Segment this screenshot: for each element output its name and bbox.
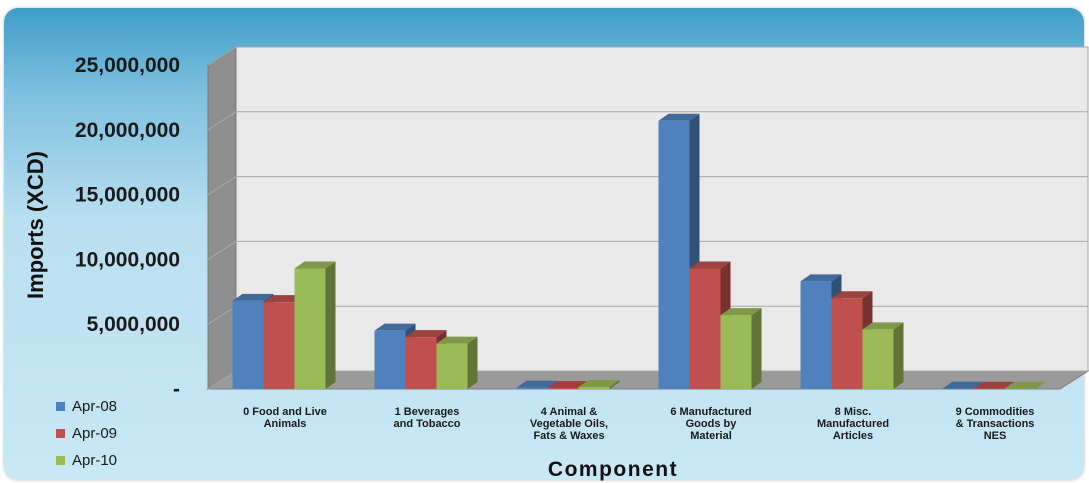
bar-top [547, 380, 589, 388]
legend-swatch [56, 429, 65, 438]
x-tick-line: Fats & Waxes [533, 430, 604, 442]
x-tick-label: 6 Manufactured Goods by Material [670, 406, 751, 442]
x-tick-line: Material [690, 430, 732, 442]
x-tick-line: 8 Misc. [835, 406, 872, 418]
bar-front [405, 337, 437, 389]
gridline [207, 46, 1088, 66]
legend-item: Apr-10 [56, 452, 117, 469]
bar [436, 336, 478, 389]
x-tick-line: NES [984, 430, 1007, 442]
legend-item: Apr-08 [56, 398, 117, 415]
bar [862, 322, 904, 389]
x-tick-line: 0 Food and Live [243, 406, 327, 418]
bar [689, 261, 731, 389]
x-tick-line: 6 Manufactured [670, 406, 751, 418]
x-tick-line: and Tobacco [393, 418, 460, 430]
y-tick-label: 5,000,000 [87, 313, 180, 336]
x-tick-line: Manufactured [817, 418, 889, 430]
bar-side [893, 322, 904, 389]
bar [658, 113, 700, 389]
bar-top [294, 261, 336, 269]
bar [294, 261, 336, 389]
x-tick-line: Articles [833, 430, 873, 442]
bar-top [658, 113, 700, 121]
y-axis-title: Imports (XCD) [23, 151, 48, 299]
bar-top [516, 380, 558, 388]
bar [831, 291, 873, 389]
legend: Apr-08 Apr-09 Apr-10 [56, 398, 117, 469]
x-tick-line: 1 Beverages [395, 406, 460, 418]
bar-front [547, 387, 579, 389]
bar-front [658, 120, 690, 389]
bar-front [862, 329, 894, 389]
bar [720, 308, 762, 389]
bar-side [325, 261, 336, 389]
x-tick-line: Vegetable Oils, [530, 418, 608, 430]
y-tick-label: 25,000,000 [75, 54, 180, 77]
bar-front [263, 302, 295, 389]
x-tick-labels: 0 Food and Live Animals 1 Beverages and Tob… [243, 406, 1034, 442]
bar-top [405, 330, 447, 338]
x-tick-label: 0 Food and Live Animals [243, 406, 327, 430]
bar-top [720, 308, 762, 316]
y-tick-label: 10,000,000 [75, 248, 180, 271]
bar-top [578, 380, 620, 388]
legend-swatch [56, 456, 65, 465]
bar-side [609, 380, 620, 389]
bar [1004, 381, 1046, 389]
x-tick-label: 9 Commodities & Transactions NES [956, 406, 1035, 442]
bar-front [232, 300, 264, 389]
bar-front [294, 268, 326, 389]
legend-label: Apr-08 [72, 398, 117, 415]
x-tick-line: Animals [264, 418, 307, 430]
x-tick-line: Goods by [686, 418, 738, 430]
bar-top [374, 323, 416, 331]
y-tick-labels: - 5,000,000 10,000,000 15,000,000 20,000,000… [75, 54, 180, 401]
bar-front [720, 315, 752, 389]
bar-front [436, 343, 468, 389]
gridline [207, 240, 1088, 260]
bar-top [1004, 381, 1046, 389]
x-tick-line: & Transactions [956, 418, 1035, 430]
bar-top [942, 381, 984, 389]
y-tick-label: 15,000,000 [75, 184, 180, 207]
bar-top [232, 293, 274, 301]
bar-front [516, 387, 548, 389]
x-tick-line: 4 Animal & [541, 406, 597, 418]
legend-swatch [56, 402, 65, 411]
bar-front [689, 268, 721, 389]
bar-top [436, 336, 478, 344]
gridline [207, 176, 1088, 196]
bar-top [263, 295, 305, 303]
y-tick-label: 20,000,000 [75, 119, 180, 142]
bar-top [973, 381, 1015, 389]
bar-top [862, 322, 904, 330]
x-axis-title: Component [548, 458, 678, 481]
y-tick-label: - [173, 378, 180, 401]
legend-label: Apr-09 [72, 425, 117, 442]
legend-item: Apr-09 [56, 425, 117, 442]
bar-front [800, 281, 832, 389]
bar-top [800, 274, 842, 282]
bar-top [689, 261, 731, 269]
gridline [207, 111, 1088, 131]
bar-side [1035, 381, 1046, 389]
x-tick-label: 1 Beverages and Tobacco [393, 406, 460, 430]
bar-top [831, 291, 873, 299]
bar-front [578, 387, 610, 389]
x-tick-label: 4 Animal & Vegetable Oils, Fats & Waxes [530, 406, 608, 442]
x-tick-line: 9 Commodities [956, 406, 1035, 418]
bar-front [374, 330, 406, 389]
bar [578, 380, 620, 389]
side-wall [207, 46, 237, 390]
bars [232, 113, 1046, 389]
bar-side [751, 308, 762, 389]
bar-side [467, 336, 478, 389]
plot-walls [206, 46, 1089, 390]
x-tick-label: 8 Misc. Manufactured Articles [817, 406, 889, 442]
bar-front [831, 298, 863, 389]
legend-label: Apr-10 [72, 452, 117, 469]
